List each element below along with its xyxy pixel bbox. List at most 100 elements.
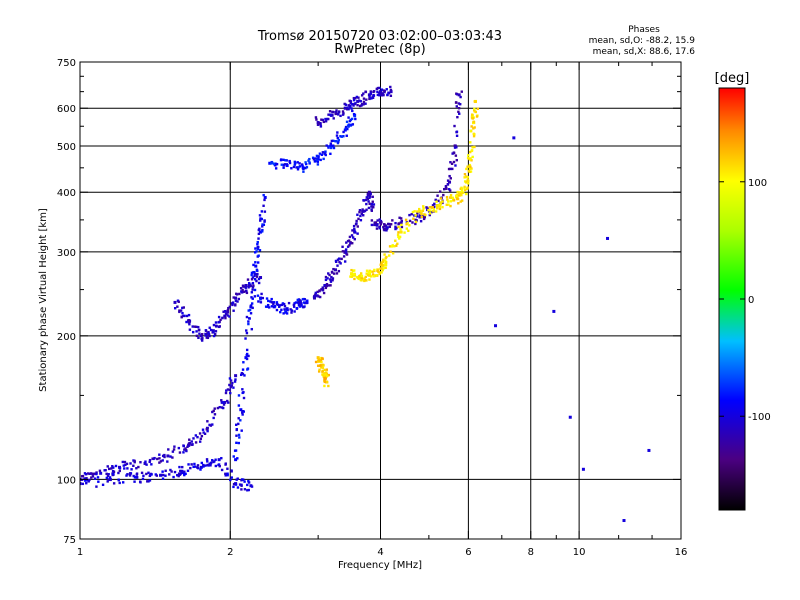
echo-point (205, 458, 209, 461)
echo-point (359, 272, 363, 275)
echo-point (213, 407, 216, 410)
echo-point (218, 405, 221, 409)
echo-point (459, 193, 463, 196)
echo-point (156, 457, 159, 461)
echo-point (470, 167, 473, 170)
echo-point (456, 197, 459, 201)
echo-point (383, 223, 386, 226)
echo-point (319, 358, 323, 362)
echo-point (336, 112, 339, 115)
echo-point (360, 274, 364, 278)
echo-point (194, 434, 198, 437)
colorbar-tick-label: 0 (748, 295, 754, 306)
echo-point (234, 423, 238, 426)
echo-point (182, 444, 185, 448)
echo-point (247, 317, 251, 320)
echo-point (432, 205, 436, 208)
echo-point (449, 167, 452, 171)
echo-point (359, 214, 362, 218)
echo-point (249, 304, 253, 307)
echo-point (353, 227, 356, 231)
echo-point (245, 329, 248, 332)
echo-point (468, 163, 472, 167)
echo-point (349, 242, 352, 245)
echo-point (250, 327, 254, 331)
echo-point (288, 161, 292, 165)
echo-point (463, 180, 467, 183)
data-point (418, 215, 422, 219)
echo-point (241, 291, 244, 294)
echo-point (114, 464, 118, 468)
echo-point (378, 218, 381, 221)
echo-point (176, 474, 179, 477)
echo-point (224, 474, 227, 477)
echo-point (173, 470, 177, 474)
echo-point (188, 320, 192, 323)
echo-point (307, 159, 310, 162)
echo-point (376, 223, 379, 226)
echo-point (303, 298, 307, 301)
echo-point (301, 164, 304, 168)
echo-point (98, 469, 102, 472)
echo-point (241, 413, 244, 416)
echo-point (292, 305, 296, 308)
echo-point (222, 403, 226, 406)
echo-point (226, 314, 229, 317)
echo-point (384, 266, 387, 269)
echo-point (325, 284, 328, 288)
echo-point (292, 303, 296, 307)
data-point (581, 467, 585, 471)
echo-point (390, 245, 394, 248)
echo-point (187, 444, 191, 447)
echo-point (320, 360, 323, 364)
echo-point (347, 239, 351, 242)
echo-point (463, 187, 466, 190)
echo-point (160, 473, 163, 477)
echo-point (245, 352, 249, 356)
echo-point (278, 304, 282, 307)
echo-point (237, 417, 240, 420)
echo-point (126, 467, 129, 470)
echo-point (226, 399, 229, 403)
echo-point (325, 282, 329, 286)
echo-point (235, 434, 238, 437)
echo-point (246, 483, 249, 487)
data-point (259, 296, 263, 300)
echo-point (403, 231, 406, 234)
echo-point (324, 373, 327, 376)
echo-point (475, 115, 479, 118)
echo-point (171, 456, 174, 459)
echo-point (270, 305, 274, 308)
echo-point (161, 470, 164, 473)
echo-point (296, 168, 300, 171)
y-tick-label: 600 (57, 104, 76, 115)
data-point (285, 307, 289, 311)
echo-point (185, 314, 189, 318)
echo-point (169, 455, 172, 458)
echo-point (105, 476, 109, 480)
echo-point (220, 468, 224, 472)
echo-point (371, 270, 374, 273)
echo-point (124, 463, 127, 467)
echo-point (320, 153, 324, 156)
echo-point (261, 228, 264, 232)
echo-point (340, 135, 343, 138)
echo-point (164, 474, 167, 477)
echo-point (232, 309, 235, 312)
echo-point (201, 333, 204, 336)
echo-point (338, 257, 341, 260)
echo-point (391, 219, 394, 222)
echo-point (250, 485, 254, 488)
echo-point (324, 150, 327, 153)
echo-point (323, 368, 327, 372)
echo-point (327, 145, 330, 148)
echo-point (302, 301, 306, 304)
echo-point (245, 331, 249, 335)
echo-point (460, 187, 463, 190)
echo-point (324, 120, 328, 123)
echo-point (217, 315, 221, 319)
echo-point (382, 225, 385, 229)
echo-point (128, 474, 132, 477)
echo-point (473, 107, 476, 111)
echo-point (270, 297, 273, 301)
